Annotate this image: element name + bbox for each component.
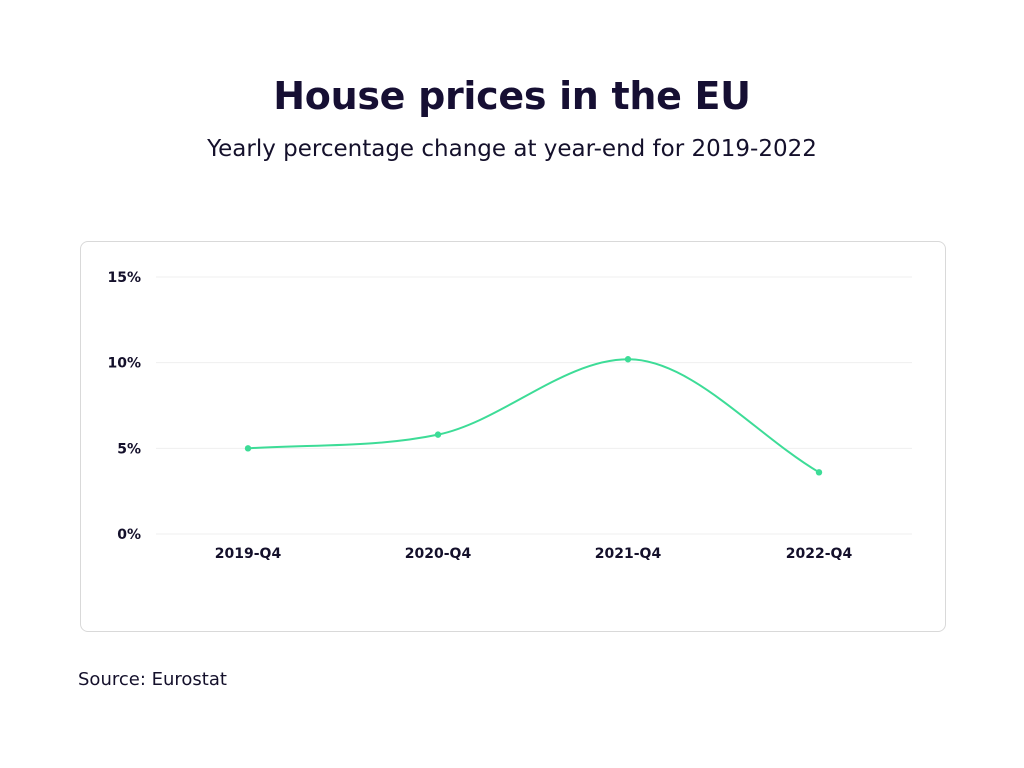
data-point — [244, 445, 252, 452]
y-tick-label: 5% — [117, 441, 141, 457]
series-layer — [244, 356, 823, 476]
x-tick-label: 2021-Q4 — [595, 546, 662, 562]
grid-lines — [156, 276, 912, 535]
data-point — [624, 356, 632, 363]
y-axis-ticks: 0% 5% 10% 15% — [107, 270, 141, 543]
x-axis-ticks: 2019-Q4 2020-Q4 2021-Q4 2022-Q4 — [215, 546, 853, 562]
y-tick-label: 15% — [107, 270, 141, 286]
y-tick-label: 0% — [117, 527, 141, 543]
source-note: Source: Eurostat — [78, 669, 227, 690]
x-tick-label: 2019-Q4 — [215, 546, 282, 562]
chart-panel — [80, 241, 946, 632]
x-tick-label: 2020-Q4 — [405, 546, 472, 562]
chart-title: House prices in the EU — [273, 74, 751, 118]
x-tick-label: 2022-Q4 — [786, 546, 853, 562]
series-line — [247, 358, 820, 474]
y-tick-label: 10% — [107, 356, 141, 372]
chart-subtitle: Yearly percentage change at year-end for… — [207, 136, 817, 162]
data-point — [815, 469, 823, 476]
data-point — [434, 431, 442, 438]
